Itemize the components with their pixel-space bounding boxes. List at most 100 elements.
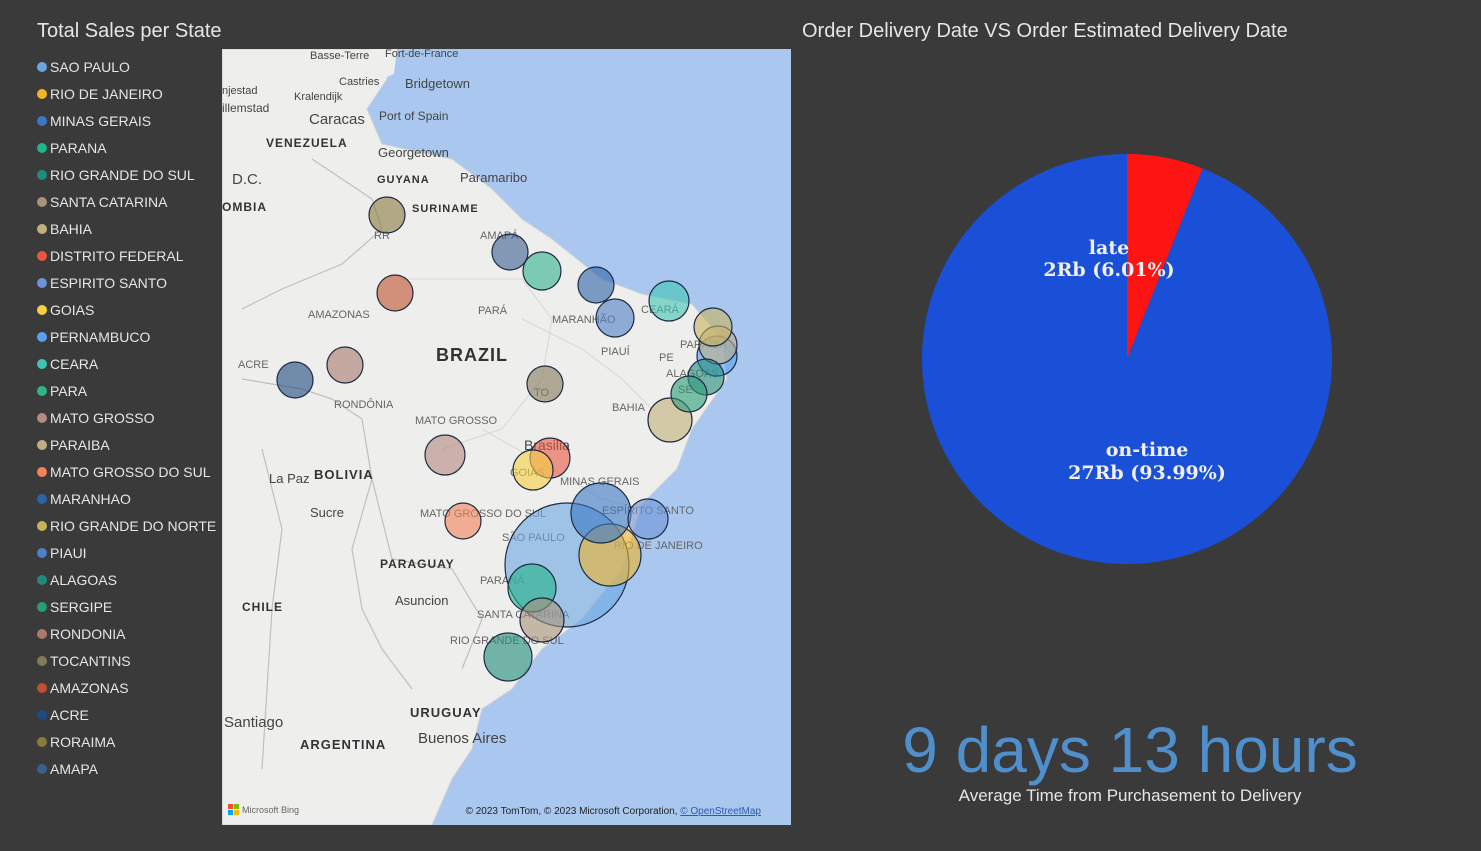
legend-item[interactable]: SAO PAULO (37, 53, 216, 80)
legend-dot-icon (37, 547, 47, 558)
state-label: RONDÔNIA (334, 398, 394, 411)
pie-slice-late[interactable] (1127, 154, 1203, 359)
openstreetmap-link[interactable]: © OpenStreetMap (680, 806, 761, 817)
sales-bubble[interactable] (522, 251, 562, 291)
sales-bubble[interactable] (491, 233, 529, 271)
country-label: CHILE (242, 600, 283, 614)
city-label: Sucre (310, 505, 344, 520)
legend-item[interactable]: MATO GROSSO (37, 404, 216, 431)
city-label: Paramaribo (460, 170, 527, 185)
legend-item[interactable]: CEARA (37, 350, 216, 377)
sales-bubble[interactable] (368, 196, 406, 234)
country-label: GUYANA (377, 174, 430, 186)
legend-item[interactable]: RIO DE JANEIRO (37, 80, 216, 107)
legend-item[interactable]: RIO GRANDE DO NORTE (37, 512, 216, 539)
map-title: Total Sales per State (37, 20, 222, 42)
legend-item[interactable]: TOCANTINS (37, 647, 216, 674)
legend-label: SERGIPE (50, 598, 113, 615)
sales-bubble[interactable] (693, 307, 733, 347)
sales-bubble[interactable] (577, 266, 615, 304)
sales-bubble[interactable] (512, 449, 554, 491)
legend-item[interactable]: ALAGOAS (37, 566, 216, 593)
legend-item[interactable]: BAHIA (37, 215, 216, 242)
city-label: illemstad (222, 101, 269, 115)
sales-bubble[interactable] (424, 434, 466, 476)
legend-label: RIO GRANDE DO SUL (50, 166, 195, 183)
sales-bubble[interactable] (444, 502, 482, 540)
kpi-caption: Average Time from Purchasement to Delive… (958, 786, 1302, 805)
legend-label: TOCANTINS (50, 652, 131, 669)
sales-bubble[interactable] (595, 298, 635, 338)
pie-slice-on-time[interactable] (922, 154, 1332, 564)
legend-dot-icon (37, 709, 47, 720)
sales-bubble[interactable] (519, 597, 565, 643)
sales-bubble[interactable] (326, 346, 364, 384)
legend-item[interactable]: PERNAMBUCO (37, 323, 216, 350)
legend-item[interactable]: RORAIMA (37, 728, 216, 755)
legend-item[interactable]: ESPIRITO SANTO (37, 269, 216, 296)
sales-map[interactable]: VENEZUELA GUYANA SURINAME BRAZIL BOLIVIA PARA… (222, 49, 791, 825)
legend-label: PARA (50, 382, 88, 399)
legend-label: SAO PAULO (50, 58, 130, 75)
legend-label: PARAIBA (50, 436, 110, 453)
legend-item[interactable]: RONDONIA (37, 620, 216, 647)
sales-bubble[interactable] (670, 375, 708, 413)
legend-dot-icon (37, 304, 47, 315)
legend-item[interactable]: DISTRITO FEDERAL (37, 242, 216, 269)
legend-dot-icon (37, 493, 47, 504)
city-label: Castries (339, 76, 380, 88)
legend-label: RORAIMA (50, 733, 116, 750)
sales-bubble[interactable] (526, 365, 564, 403)
sales-bubble[interactable] (648, 280, 690, 322)
delivery-pie-chart[interactable]: late 2Rb (6.01%) on-time 27Rb (93.99%) (920, 152, 1334, 571)
legend-item[interactable]: AMAZONAS (37, 674, 216, 701)
country-label: OMBIA (222, 200, 267, 214)
legend-item[interactable]: ACRE (37, 701, 216, 728)
state-label: PIAUÍ (601, 345, 631, 358)
legend-item[interactable]: MATO GROSSO DO SUL (37, 458, 216, 485)
legend-item[interactable]: MINAS GERAIS (37, 107, 216, 134)
legend-item[interactable]: RIO GRANDE DO SUL (37, 161, 216, 188)
state-label: MATO GROSSO (415, 415, 498, 427)
city-label: Port of Spain (379, 109, 448, 123)
legend-label: DISTRITO FEDERAL (50, 247, 184, 264)
legend-label: CEARA (50, 355, 99, 372)
legend-label: MARANHAO (50, 490, 131, 507)
country-label: ARGENTINA (300, 737, 386, 752)
legend-item[interactable]: MARANHAO (37, 485, 216, 512)
state-label: AMAZONAS (308, 309, 370, 321)
country-label: BRAZIL (436, 345, 508, 365)
legend-item[interactable]: GOIAS (37, 296, 216, 323)
sales-bubble[interactable] (570, 482, 632, 544)
pie-slice-value-label: 27Rb (93.99%) (1068, 462, 1226, 484)
legend-item[interactable]: SANTA CATARINA (37, 188, 216, 215)
state-label: BAHIA (612, 402, 646, 414)
legend-dot-icon (37, 61, 47, 72)
sales-bubble[interactable] (483, 632, 533, 682)
legend-label: BAHIA (50, 220, 93, 237)
state-label: MINAS GERAIS (560, 476, 639, 488)
pie-slice-name-label: late (1089, 237, 1129, 259)
legend-item[interactable]: PARANA (37, 134, 216, 161)
legend-label: ESPIRITO SANTO (50, 274, 167, 291)
legend-item[interactable]: SERGIPE (37, 593, 216, 620)
map-canvas[interactable]: VENEZUELA GUYANA SURINAME BRAZIL BOLIVIA PARA… (222, 49, 791, 825)
caribbean-islands (372, 49, 397, 79)
legend-label: AMAPA (50, 760, 98, 777)
sales-bubble[interactable] (276, 361, 314, 399)
sales-bubble[interactable] (627, 498, 669, 540)
legend-label: RIO GRANDE DO NORTE (50, 517, 217, 534)
legend-item[interactable]: AMAPA (37, 755, 216, 782)
legend-dot-icon (37, 277, 47, 288)
legend-item[interactable]: PARA (37, 377, 216, 404)
sales-bubble[interactable] (376, 274, 414, 312)
city-label: Caracas (309, 111, 365, 128)
country-label: BOLIVIA (314, 467, 374, 482)
legend-item[interactable]: PIAUI (37, 539, 216, 566)
city-label: Bridgetown (405, 76, 470, 91)
pie-slice-value-label: 2Rb (6.01%) (1043, 259, 1174, 281)
land-mass (222, 49, 728, 825)
legend-item[interactable]: PARAIBA (37, 431, 216, 458)
legend-dot-icon (37, 763, 47, 774)
